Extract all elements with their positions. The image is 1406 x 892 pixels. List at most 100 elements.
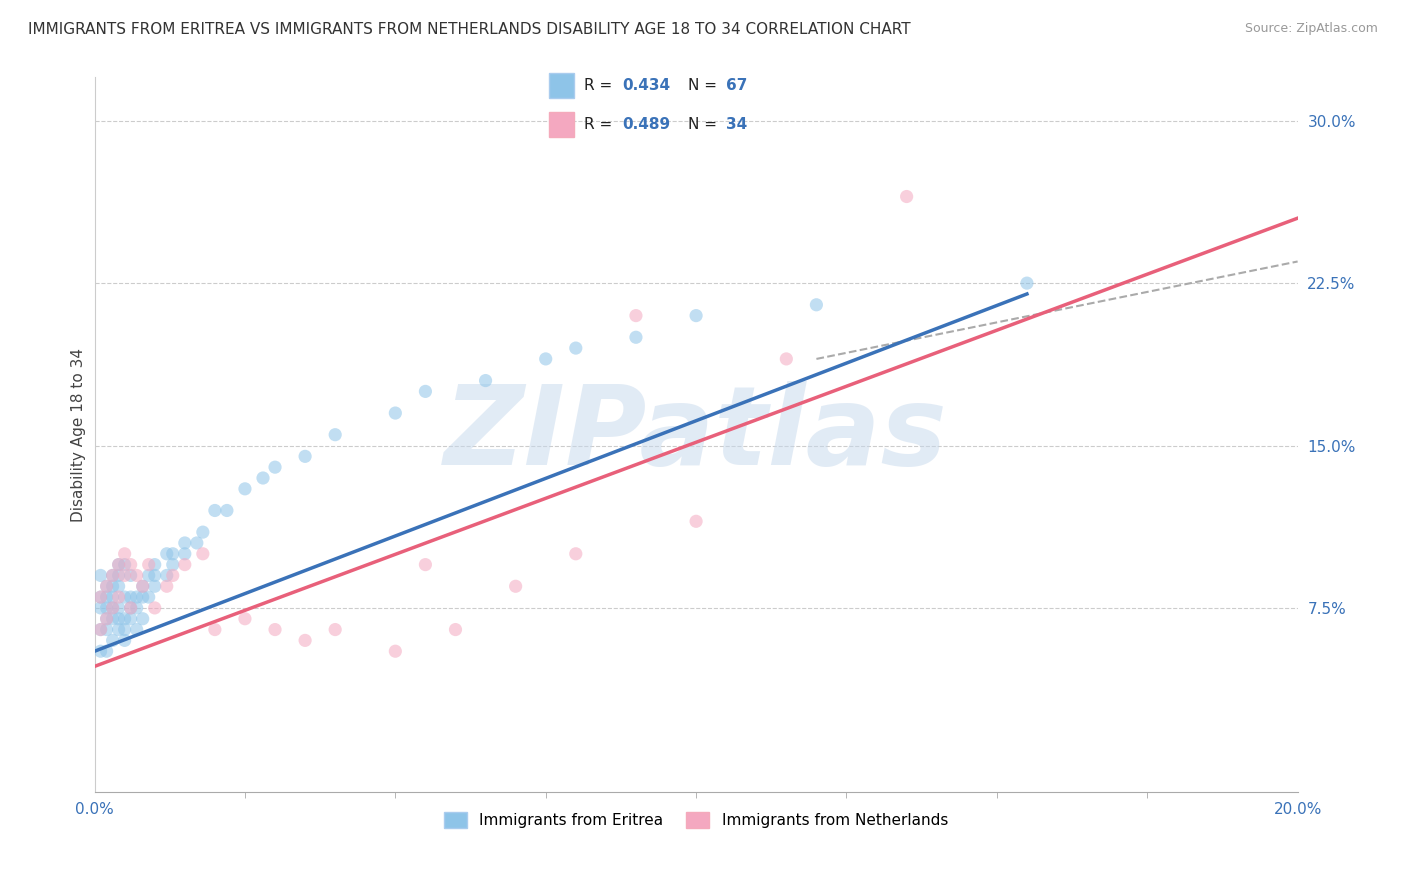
Point bbox=[131, 579, 153, 593]
Point bbox=[101, 633, 124, 648]
FancyBboxPatch shape bbox=[548, 72, 574, 98]
Point bbox=[90, 590, 112, 604]
Point bbox=[143, 558, 166, 572]
Point bbox=[107, 558, 129, 572]
Point bbox=[138, 558, 160, 572]
Point bbox=[415, 558, 437, 572]
Point bbox=[173, 547, 195, 561]
Text: ZIPatlas: ZIPatlas bbox=[444, 381, 948, 488]
Point bbox=[264, 623, 287, 637]
Point bbox=[101, 579, 124, 593]
Point bbox=[101, 590, 124, 604]
Point bbox=[107, 590, 129, 604]
Point bbox=[107, 579, 129, 593]
Point bbox=[173, 558, 195, 572]
Point bbox=[264, 460, 287, 475]
Point bbox=[186, 536, 208, 550]
Point bbox=[775, 351, 797, 366]
Point bbox=[191, 547, 214, 561]
Point bbox=[806, 298, 828, 312]
Point bbox=[173, 536, 195, 550]
Point bbox=[107, 623, 129, 637]
Point bbox=[162, 547, 184, 561]
Point bbox=[1015, 276, 1038, 290]
Point bbox=[156, 547, 179, 561]
Point bbox=[96, 579, 118, 593]
Point bbox=[565, 341, 588, 355]
Point bbox=[90, 601, 112, 615]
Text: N =: N = bbox=[688, 117, 721, 132]
Text: 67: 67 bbox=[725, 78, 748, 93]
Point bbox=[101, 601, 124, 615]
Point bbox=[233, 612, 256, 626]
Point bbox=[96, 612, 118, 626]
Text: 34: 34 bbox=[725, 117, 748, 132]
Point bbox=[534, 351, 557, 366]
Point bbox=[101, 568, 124, 582]
Point bbox=[90, 644, 112, 658]
Point bbox=[107, 558, 129, 572]
Point bbox=[96, 601, 118, 615]
Point bbox=[294, 633, 316, 648]
Point bbox=[685, 309, 707, 323]
Point bbox=[101, 612, 124, 626]
Point bbox=[120, 568, 142, 582]
Point bbox=[96, 623, 118, 637]
Point bbox=[162, 558, 184, 572]
Point bbox=[107, 601, 129, 615]
Text: R =: R = bbox=[585, 117, 617, 132]
Point bbox=[114, 568, 136, 582]
Point bbox=[96, 644, 118, 658]
FancyBboxPatch shape bbox=[548, 112, 574, 137]
Point bbox=[143, 579, 166, 593]
Point bbox=[114, 612, 136, 626]
Point bbox=[323, 427, 346, 442]
Point bbox=[143, 568, 166, 582]
Point bbox=[138, 568, 160, 582]
Point bbox=[156, 568, 179, 582]
Point bbox=[114, 623, 136, 637]
Point bbox=[415, 384, 437, 399]
Point bbox=[204, 503, 226, 517]
Point bbox=[138, 590, 160, 604]
Point bbox=[120, 601, 142, 615]
Text: IMMIGRANTS FROM ERITREA VS IMMIGRANTS FROM NETHERLANDS DISABILITY AGE 18 TO 34 C: IMMIGRANTS FROM ERITREA VS IMMIGRANTS FR… bbox=[28, 22, 911, 37]
Point bbox=[624, 330, 647, 344]
Point bbox=[252, 471, 274, 485]
Point bbox=[896, 189, 918, 203]
Text: 0.489: 0.489 bbox=[623, 117, 671, 132]
Text: Source: ZipAtlas.com: Source: ZipAtlas.com bbox=[1244, 22, 1378, 36]
Point bbox=[101, 568, 124, 582]
Point bbox=[384, 644, 406, 658]
Text: R =: R = bbox=[585, 78, 617, 93]
Point bbox=[120, 612, 142, 626]
Point bbox=[204, 623, 226, 637]
Point bbox=[444, 623, 467, 637]
Point bbox=[156, 579, 179, 593]
Point bbox=[215, 503, 238, 517]
Point bbox=[624, 309, 647, 323]
Point bbox=[323, 623, 346, 637]
Point bbox=[125, 590, 148, 604]
Point bbox=[90, 623, 112, 637]
Text: 0.434: 0.434 bbox=[623, 78, 671, 93]
Point bbox=[565, 547, 588, 561]
Point bbox=[90, 568, 112, 582]
Point bbox=[90, 623, 112, 637]
Point bbox=[114, 590, 136, 604]
Point bbox=[120, 601, 142, 615]
Point bbox=[162, 568, 184, 582]
Point bbox=[125, 568, 148, 582]
Point bbox=[131, 590, 153, 604]
Point bbox=[474, 374, 496, 388]
Point bbox=[294, 450, 316, 464]
Point bbox=[120, 558, 142, 572]
Point bbox=[131, 579, 153, 593]
Point bbox=[114, 633, 136, 648]
Point bbox=[685, 514, 707, 528]
Point bbox=[107, 612, 129, 626]
Point bbox=[107, 568, 129, 582]
Point bbox=[101, 601, 124, 615]
Point bbox=[114, 558, 136, 572]
Point bbox=[90, 590, 112, 604]
